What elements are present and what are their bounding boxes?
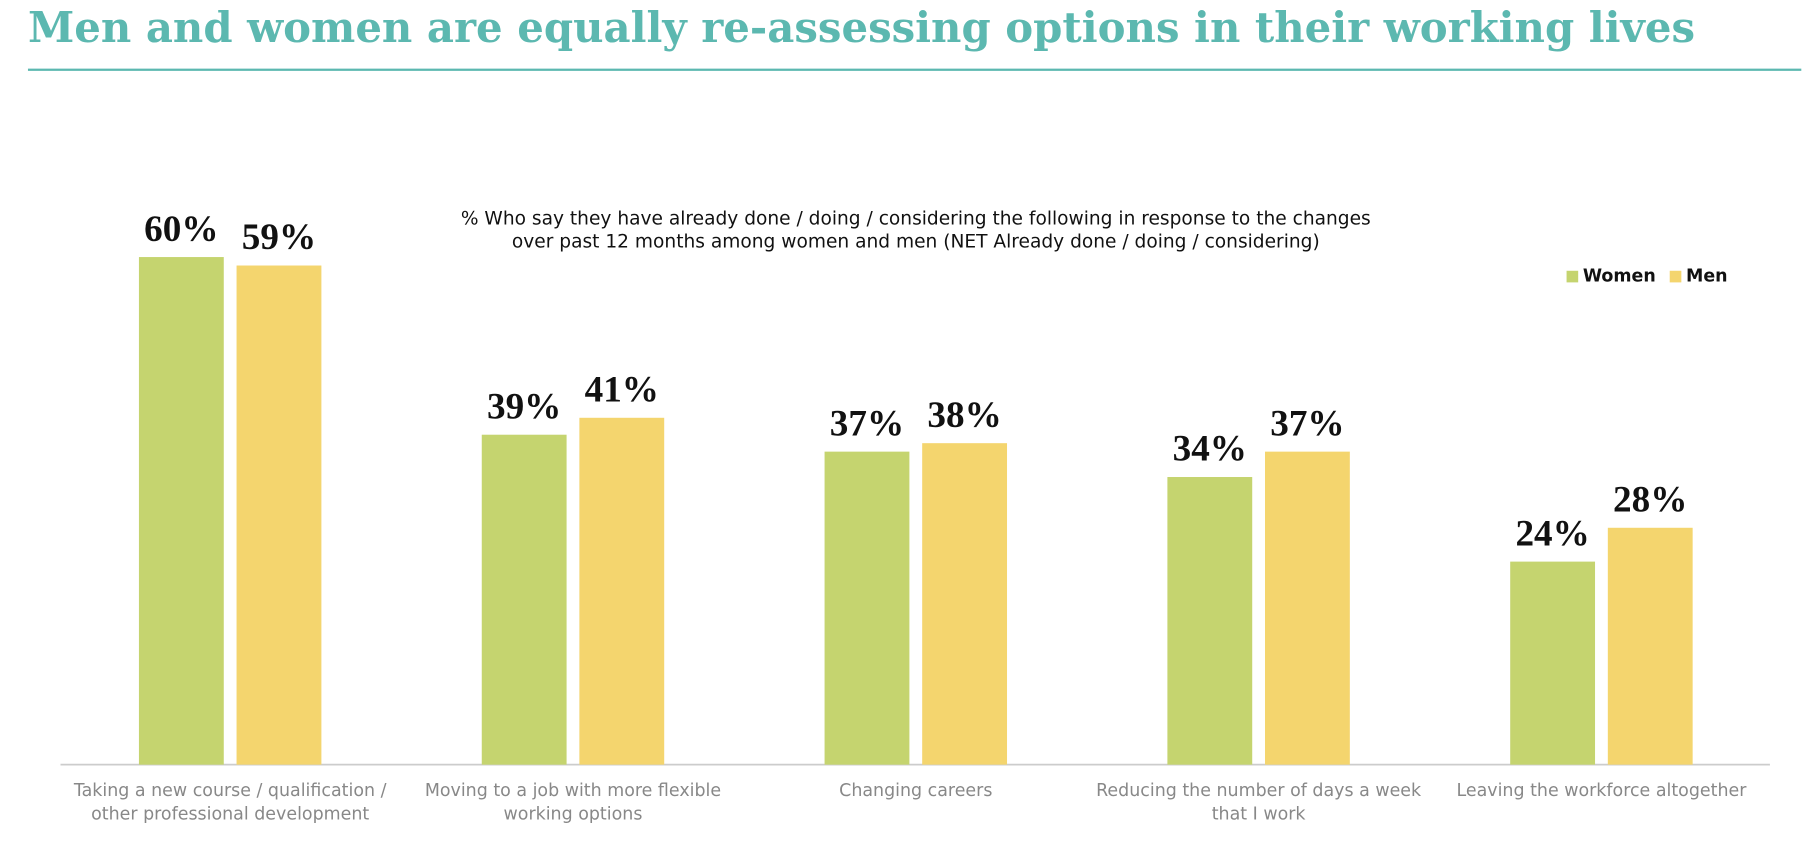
x-label-box: Taking a new course / qualification / ot… xyxy=(73,779,387,824)
bar xyxy=(1607,527,1693,765)
x-tick-label: Changing careers xyxy=(839,779,993,801)
x-label-box: Changing careers xyxy=(839,779,993,801)
data-label: 39% xyxy=(487,386,561,427)
data-label: 60% xyxy=(144,209,218,250)
bar xyxy=(579,417,665,765)
x-tick-label: Taking a new course / qualification / ot… xyxy=(73,779,387,824)
bar xyxy=(481,434,567,765)
x-label-box: Moving to a job with more flexible worki… xyxy=(424,779,722,824)
data-label: 24% xyxy=(1515,513,1589,554)
x-tick-label: Moving to a job with more flexible worki… xyxy=(424,779,722,824)
data-label: 37% xyxy=(1270,403,1344,444)
bar xyxy=(1265,451,1350,765)
bar xyxy=(138,257,224,765)
bar xyxy=(1167,477,1253,765)
legend-swatch xyxy=(1669,270,1682,283)
data-label: 41% xyxy=(585,370,659,411)
data-label: 38% xyxy=(927,395,1001,436)
legend-label: Women xyxy=(1583,267,1656,287)
bar xyxy=(824,451,910,765)
x-tick-label: Reducing the number of days a week that … xyxy=(1096,779,1422,824)
subtitle: % Who say they have already done / doing… xyxy=(460,206,1371,253)
legend-label: Men xyxy=(1686,267,1728,287)
x-tick-label: Leaving the workforce altogether xyxy=(1456,779,1747,801)
x-label-box: Reducing the number of days a week that … xyxy=(1096,779,1422,824)
legend-swatch xyxy=(1566,270,1579,283)
data-label: 59% xyxy=(242,217,316,258)
chart-title: Men and women are equally re-assessing o… xyxy=(28,3,1695,52)
bar xyxy=(1510,561,1596,765)
subtitle-box: % Who say they have already done / doing… xyxy=(460,206,1371,253)
bar xyxy=(922,443,1008,765)
x-label-box: Leaving the workforce altogether xyxy=(1456,779,1747,801)
data-label: 28% xyxy=(1613,480,1687,521)
data-label: 34% xyxy=(1173,429,1247,470)
data-label: 37% xyxy=(830,403,904,444)
bar xyxy=(236,265,322,765)
